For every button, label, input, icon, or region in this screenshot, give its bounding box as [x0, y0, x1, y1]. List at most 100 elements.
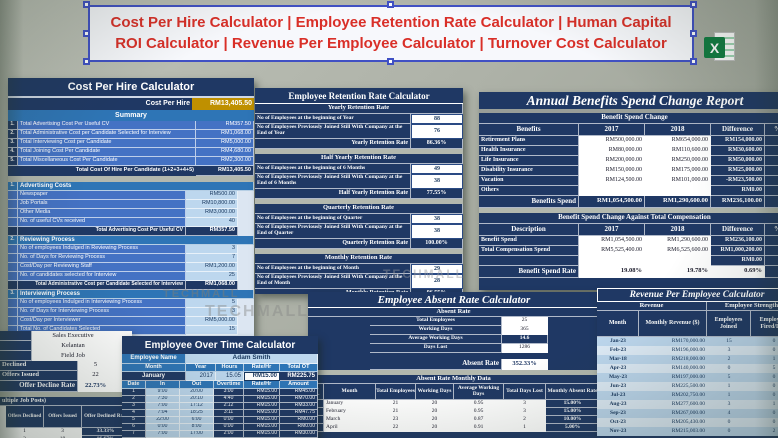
title-banner[interactable]: Cost Per Hire Calculator | Employee Rete…	[88, 5, 694, 62]
rate-label: Half Yearly Retention Rate	[255, 189, 411, 199]
total-label: Benefit Spend Rate	[479, 266, 579, 278]
employees-fired-left: 0	[751, 409, 778, 418]
overtime-title: Employee Over Time Calculator	[144, 339, 296, 351]
year-2017-value	[579, 256, 645, 266]
row-value: 88	[411, 114, 463, 124]
retention-row: No of Employees Previously Joined Still …	[255, 274, 463, 289]
employees-joined: 3	[707, 346, 751, 355]
row-value: RM1,200.00	[186, 263, 238, 272]
absent-row: Total Employees 25	[308, 317, 600, 326]
spacer	[548, 317, 600, 326]
total-employees: 21	[376, 400, 416, 408]
overtime: 2:12	[214, 403, 244, 410]
spacer	[308, 326, 370, 335]
column-header: Offers Declined	[6, 406, 44, 428]
total-difference: RM236,100.00	[711, 196, 765, 208]
rate-value: 22.73%	[78, 381, 114, 392]
row-indent	[8, 317, 18, 326]
row-value: RM1,068.00	[196, 130, 254, 139]
benefits-report-panel[interactable]: Annual Benefits Spend Change Report Bene…	[479, 92, 778, 290]
row-value: RM5,000.00	[196, 139, 254, 148]
section-total-row: Total Administrative Cost per Candidate …	[8, 281, 254, 290]
row-indent	[8, 191, 18, 200]
month: Oct-23	[597, 418, 639, 427]
percent-value	[765, 256, 778, 266]
selection-handle[interactable]	[387, 1, 394, 8]
avg-working-days: 0.87	[454, 416, 504, 424]
section-header-row: 1. Advertising Costs	[8, 182, 254, 191]
row-label: No of Employees Previously Joined Still …	[255, 274, 411, 289]
summary-rows: 1. Total Advertising Cost Per Useful CV RM…	[8, 121, 254, 166]
employees-joined: 0	[707, 418, 751, 427]
selection-handle[interactable]	[690, 1, 697, 8]
row-label: No of Employees Previously Joined Still …	[255, 124, 411, 139]
offer-decline-panel[interactable]: Sales Executive Kelantan Field Job Declined…	[0, 331, 132, 438]
absent-monthly-header: Absent Rate Monthly Data	[308, 375, 600, 384]
detail-row: Job Portals RM10,800.00	[8, 200, 254, 209]
divider	[8, 176, 254, 182]
total-2018: RM1,290,600.00	[645, 196, 711, 208]
amount: RM0.00	[280, 417, 318, 424]
employee-name-label: Employee Name	[122, 354, 186, 364]
retention-rate-panel[interactable]: Employee Retention Rate Calculator Yearl…	[255, 88, 463, 294]
row-label: No of Employees Previously Joined Still …	[255, 224, 411, 239]
overtime: 3:11	[214, 410, 244, 417]
selection-handle[interactable]	[83, 30, 90, 37]
row-number: 2.	[8, 130, 18, 139]
rate-per-hr: RM15.00	[244, 417, 280, 424]
time-in: 7:00	[146, 403, 180, 410]
row-indent	[8, 263, 18, 272]
selection-handle[interactable]	[387, 58, 394, 65]
row-label: Benefit Spend	[479, 236, 579, 246]
retention-section-header: Monthly Retention Rate	[255, 254, 463, 264]
row-label: Total Interviewing Cost per Candidate	[18, 139, 196, 148]
employees-fired-left: 0	[751, 391, 778, 400]
revenue-row: Nov-23 RM215,003.00 0 2	[597, 427, 778, 436]
month: Aug-23	[597, 400, 639, 409]
summary-header: Summary	[8, 110, 254, 121]
amount: RM70.00	[280, 396, 318, 403]
stat-row: Offers Issued 22	[0, 371, 132, 381]
revenue-panel[interactable]: Revenue Per Employee Calculator Revenue …	[597, 288, 778, 438]
time-out: 18:25	[180, 410, 214, 417]
rate-label: Quarterly Retention Rate	[255, 239, 411, 249]
month: Sep-23	[597, 409, 639, 418]
table-total-row: Benefits Spend RM1,054,500.00 RM1,290,600.…	[479, 196, 778, 208]
column-header: 2017	[579, 124, 645, 136]
column-header: Working Days	[416, 384, 454, 400]
revenue-row: Mar-18 RM218,000.00 2 1	[597, 355, 778, 364]
column-header: Month	[597, 311, 639, 337]
rate-value: 86.36%	[411, 139, 463, 149]
total-ot-value: RM225.75	[280, 372, 318, 381]
row-value: 1286	[502, 344, 548, 353]
info-value: Kelantan	[32, 341, 114, 351]
spacer	[548, 344, 600, 353]
selection-handle[interactable]	[83, 1, 90, 8]
total-label: Benefits Spend	[479, 196, 579, 208]
year-2017-value: RM124,500.00	[579, 176, 645, 186]
selection-handle[interactable]	[83, 58, 90, 65]
excel-logo-icon: X	[703, 30, 737, 64]
absent-rate-panel[interactable]: Employee Absent Rate Calculator Absent R…	[308, 292, 600, 438]
row-label: No. of candidates selected for Interview	[18, 272, 186, 281]
cost-per-hire-panel[interactable]: Cost Per Hire Calculator Cost Per Hire R…	[8, 78, 254, 336]
cost-per-hire-title: Cost Per Hire Calculator	[8, 78, 254, 98]
summary-row: 3. Total Interviewing Cost per Candidate R…	[8, 139, 254, 148]
selection-handle[interactable]	[690, 58, 697, 65]
year-2017-value: RM1,054,500.00	[579, 236, 645, 246]
date: 1	[122, 389, 146, 396]
selection-handle[interactable]	[690, 30, 697, 37]
column-header: Out	[180, 381, 214, 389]
monthly-absent-rate: 15.00%	[546, 408, 600, 416]
row-value: 38	[411, 174, 463, 189]
row-trailing	[238, 218, 254, 227]
year-2018-value: RM250,000.00	[645, 156, 711, 166]
difference-value: RM0.00	[711, 256, 765, 266]
overtime-panel[interactable]: Employee Over Time Calculator Employee N…	[122, 336, 318, 438]
overtime-row: 5 22:00 6:00 0:00 RM15.00 RM0.00	[122, 417, 318, 424]
cost-per-hire-result-row: Cost Per Hire RM13,405.50	[8, 98, 254, 110]
row-value: 76	[411, 124, 463, 139]
summary-total-value: RM13,405.50	[196, 166, 254, 176]
